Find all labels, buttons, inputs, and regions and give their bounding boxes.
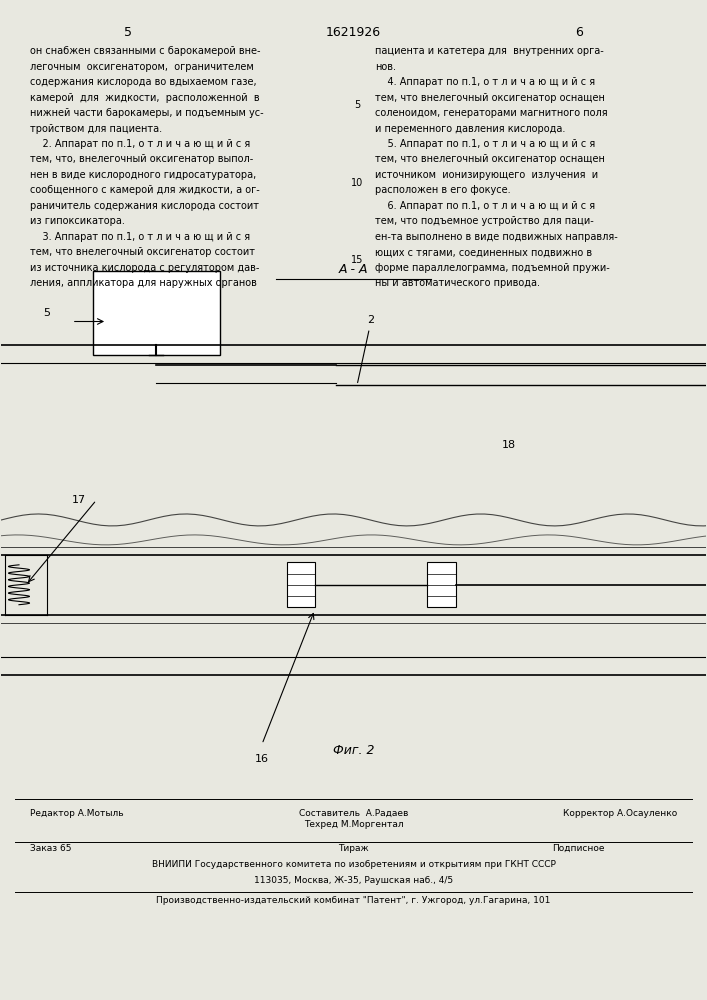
Text: 6: 6 [575, 26, 583, 39]
Text: Подписное: Подписное [553, 844, 605, 853]
Text: 15: 15 [351, 255, 363, 265]
Text: тройством для пациента.: тройством для пациента. [30, 124, 162, 134]
Text: Корректор А.Осауленко: Корректор А.Осауленко [563, 809, 677, 818]
Text: 3. Аппарат по п.1, о т л и ч а ю щ и й с я: 3. Аппарат по п.1, о т л и ч а ю щ и й с… [30, 232, 250, 242]
Text: нижней части барокамеры, и подъемным ус-: нижней части барокамеры, и подъемным ус- [30, 108, 263, 118]
Text: легочным  оксигенатором,  ограничителем: легочным оксигенатором, ограничителем [30, 62, 253, 72]
Text: тем, что внелегочный оксигенатор состоит: тем, что внелегочный оксигенатор состоит [30, 247, 255, 257]
Text: Производственно-издательский комбинат "Патент", г. Ужгород, ул.Гагарина, 101: Производственно-издательский комбинат "П… [156, 896, 551, 905]
Text: 5: 5 [44, 308, 51, 318]
Text: Редактор А.Мотыль: Редактор А.Мотыль [30, 809, 123, 818]
Text: тем, что внелегочный оксигенатор оснащен: тем, что внелегочный оксигенатор оснащен [375, 154, 604, 164]
Text: раничитель содержания кислорода состоит: раничитель содержания кислорода состоит [30, 201, 259, 211]
Text: ен-та выполнено в виде подвижных направля-: ен-та выполнено в виде подвижных направл… [375, 232, 617, 242]
Text: 1621926: 1621926 [326, 26, 381, 39]
Text: 113035, Москва, Ж-35, Раушская наб., 4/5: 113035, Москва, Ж-35, Раушская наб., 4/5 [254, 876, 453, 885]
Text: из источника кислорода с регулятором дав-: из источника кислорода с регулятором дав… [30, 263, 259, 273]
Text: 10: 10 [351, 178, 363, 188]
Text: 16: 16 [255, 754, 269, 764]
Text: тем, что подъемное устройство для паци-: тем, что подъемное устройство для паци- [375, 216, 593, 226]
Bar [428, 562, 455, 607]
Text: расположен в его фокусе.: расположен в его фокусе. [375, 185, 510, 195]
Text: соленоидом, генераторами магнитного поля: соленоидом, генераторами магнитного поля [375, 108, 607, 118]
Text: нов.: нов. [375, 62, 396, 72]
Text: пациента и катетера для  внутренних орга-: пациента и катетера для внутренних орга- [375, 46, 603, 56]
Text: ющих с тягами, соединенных подвижно в: ющих с тягами, соединенных подвижно в [375, 247, 592, 257]
Text: А - А: А - А [339, 263, 368, 276]
Text: форме параллелограмма, подъемной пружи-: форме параллелограмма, подъемной пружи- [375, 263, 609, 273]
Text: Тираж: Тираж [338, 844, 369, 853]
Bar [286, 562, 315, 607]
Text: и переменного давления кислорода.: и переменного давления кислорода. [375, 124, 565, 134]
Text: источником  ионизирующего  излучения  и: источником ионизирующего излучения и [375, 170, 597, 180]
Bar [93, 271, 220, 355]
Text: сообщенного с камерой для жидкости, а ог-: сообщенного с камерой для жидкости, а ог… [30, 185, 259, 195]
Text: 17: 17 [72, 495, 86, 505]
Text: 5. Аппарат по п.1, о т л и ч а ю щ и й с я: 5. Аппарат по п.1, о т л и ч а ю щ и й с… [375, 139, 595, 149]
Text: 5: 5 [354, 100, 360, 110]
Text: Заказ 65: Заказ 65 [30, 844, 71, 853]
Text: он снабжен связанными с барокамерой вне-: он снабжен связанными с барокамерой вне- [30, 46, 260, 56]
Text: тем, что внелегочный оксигенатор оснащен: тем, что внелегочный оксигенатор оснащен [375, 93, 604, 103]
Text: 2. Аппарат по п.1, о т л и ч а ю щ и й с я: 2. Аппарат по п.1, о т л и ч а ю щ и й с… [30, 139, 250, 149]
Text: Фиг. 2: Фиг. 2 [333, 744, 374, 757]
Text: 4. Аппарат по п.1, о т л и ч а ю щ и й с я: 4. Аппарат по п.1, о т л и ч а ю щ и й с… [375, 77, 595, 87]
Text: 5: 5 [124, 26, 132, 39]
Text: ления, аппликатора для наружных органов: ления, аппликатора для наружных органов [30, 278, 257, 288]
Text: 2: 2 [358, 315, 375, 383]
Text: камерой  для  жидкости,  расположенной  в: камерой для жидкости, расположенной в [30, 93, 259, 103]
Text: из гипоксикатора.: из гипоксикатора. [30, 216, 124, 226]
Text: нен в виде кислородного гидросатуратора,: нен в виде кислородного гидросатуратора, [30, 170, 256, 180]
Text: ны и автоматического привода.: ны и автоматического привода. [375, 278, 539, 288]
Text: содержания кислорода во вдыхаемом газе,: содержания кислорода во вдыхаемом газе, [30, 77, 256, 87]
Text: Составитель  А.Радаев
Техред М.Моргентал: Составитель А.Радаев Техред М.Моргентал [299, 809, 408, 829]
Text: 6. Аппарат по п.1, о т л и ч а ю щ и й с я: 6. Аппарат по п.1, о т л и ч а ю щ и й с… [375, 201, 595, 211]
Text: ВНИИПИ Государственного комитета по изобретениям и открытиям при ГКНТ СССР: ВНИИПИ Государственного комитета по изоб… [151, 860, 556, 869]
Text: тем, что, внелегочный оксигенатор выпол-: тем, что, внелегочный оксигенатор выпол- [30, 154, 253, 164]
Text: 18: 18 [501, 440, 515, 450]
